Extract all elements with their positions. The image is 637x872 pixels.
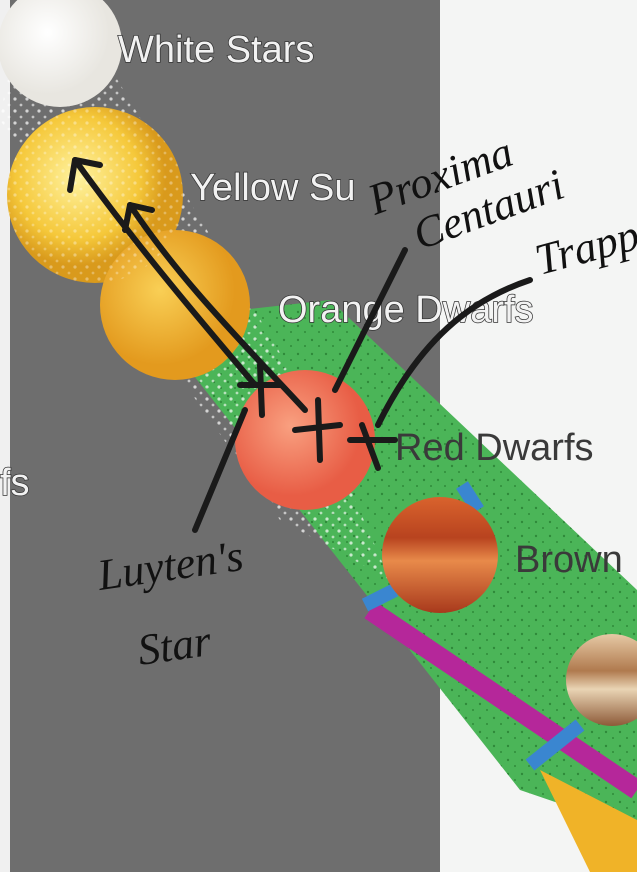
- star-texture: [7, 107, 183, 283]
- annotation: Star: [135, 616, 215, 675]
- label: Yellow Su: [190, 167, 356, 209]
- label: Brown: [515, 539, 623, 581]
- label: White Stars: [118, 29, 314, 71]
- page: White Stars Yellow Su Orange Dwarfs Red …: [0, 0, 637, 872]
- diagram: White Stars Yellow Su Orange Dwarfs Red …: [0, 0, 637, 872]
- label: fs: [0, 462, 30, 504]
- label: Red Dwarfs: [395, 427, 594, 469]
- brown-dwarf: [382, 497, 498, 613]
- annotation: Trapp: [530, 210, 637, 285]
